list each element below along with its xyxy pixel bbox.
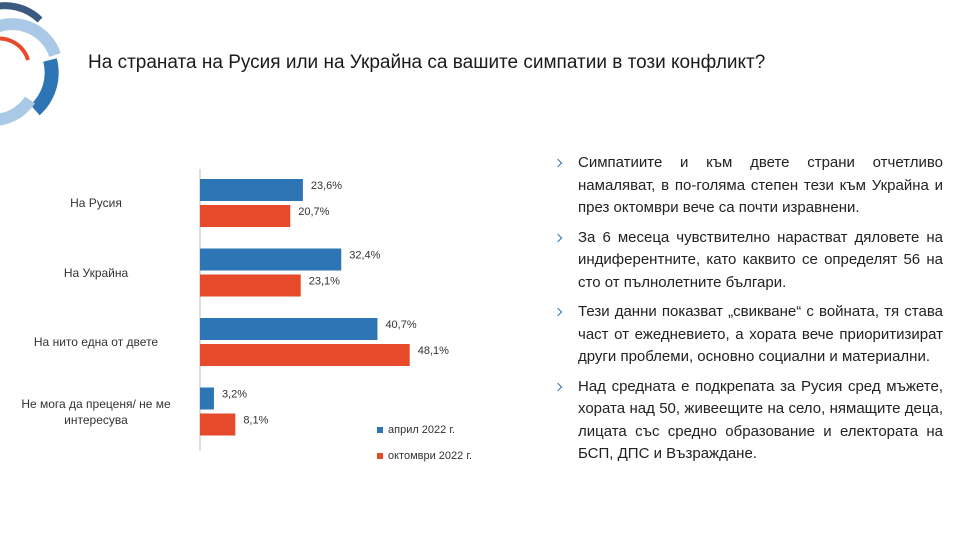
bullet-text: За 6 месеца чувствително нарастват дялов…	[578, 228, 943, 291]
category-label: Не мога да преценя/ не ме интересува	[21, 396, 171, 427]
bar	[200, 344, 410, 366]
bullet: Симпатиите и към двете страни отчетливо …	[552, 152, 943, 220]
value-label: 20,7%	[298, 206, 329, 218]
category-label: На нито една от двете	[33, 335, 159, 349]
legend-swatch	[377, 427, 383, 433]
bullet: Тези данни показват „свикване“ с войната…	[552, 301, 943, 369]
value-label: 8,1%	[243, 414, 268, 426]
category-label: На Русия	[70, 196, 122, 210]
bullet-list: Симпатиите и към двете страни отчетливо …	[552, 152, 943, 473]
bullet-marker	[553, 233, 563, 242]
value-label: 48,1%	[418, 345, 449, 357]
bar	[200, 274, 301, 297]
logo-arc	[0, 2, 43, 23]
bar	[200, 205, 291, 227]
logo-arc	[30, 58, 59, 116]
bar	[200, 387, 214, 410]
value-label: 32,4%	[349, 249, 380, 261]
bullet-marker	[553, 307, 563, 317]
value-label: 23,1%	[309, 275, 340, 287]
bar	[200, 179, 303, 201]
legend-swatch	[377, 453, 383, 459]
logo-arc	[0, 18, 61, 58]
bullet-text: Тези данни показват „свикване“ с войната…	[578, 303, 943, 365]
bullet-marker	[553, 158, 563, 168]
bullet: За 6 месеца чувствително нарастват дялов…	[552, 227, 943, 295]
value-label: 23,6%	[311, 180, 342, 192]
bar	[200, 248, 342, 271]
bullet-marker	[553, 382, 563, 391]
bullet: Над средната е подкрепата за Русия сред …	[552, 376, 943, 466]
slide-title: На страната на Русия или на Украйна са в…	[88, 52, 766, 73]
chart: 23,6% 20,7% 32,4% 23,1% 40,7% 48,1% 3,2% 8,1% ап…	[199, 169, 472, 462]
bar	[200, 318, 378, 340]
value-label: 40,7%	[385, 319, 416, 331]
logo	[0, 2, 61, 126]
legend-label: октомври 2022 г.	[388, 450, 472, 462]
bullet-text: Симпатиите и към двете страни отчетливо …	[578, 154, 943, 216]
logo-arc	[0, 36, 30, 61]
bar	[200, 413, 236, 436]
bullet-text: Над средната е подкрепата за Русия сред …	[578, 377, 943, 463]
value-label: 3,2%	[222, 388, 247, 400]
logo-arc	[0, 96, 35, 126]
legend-label: април 2022 г.	[388, 424, 455, 436]
category-label: На Украйна	[63, 265, 129, 280]
